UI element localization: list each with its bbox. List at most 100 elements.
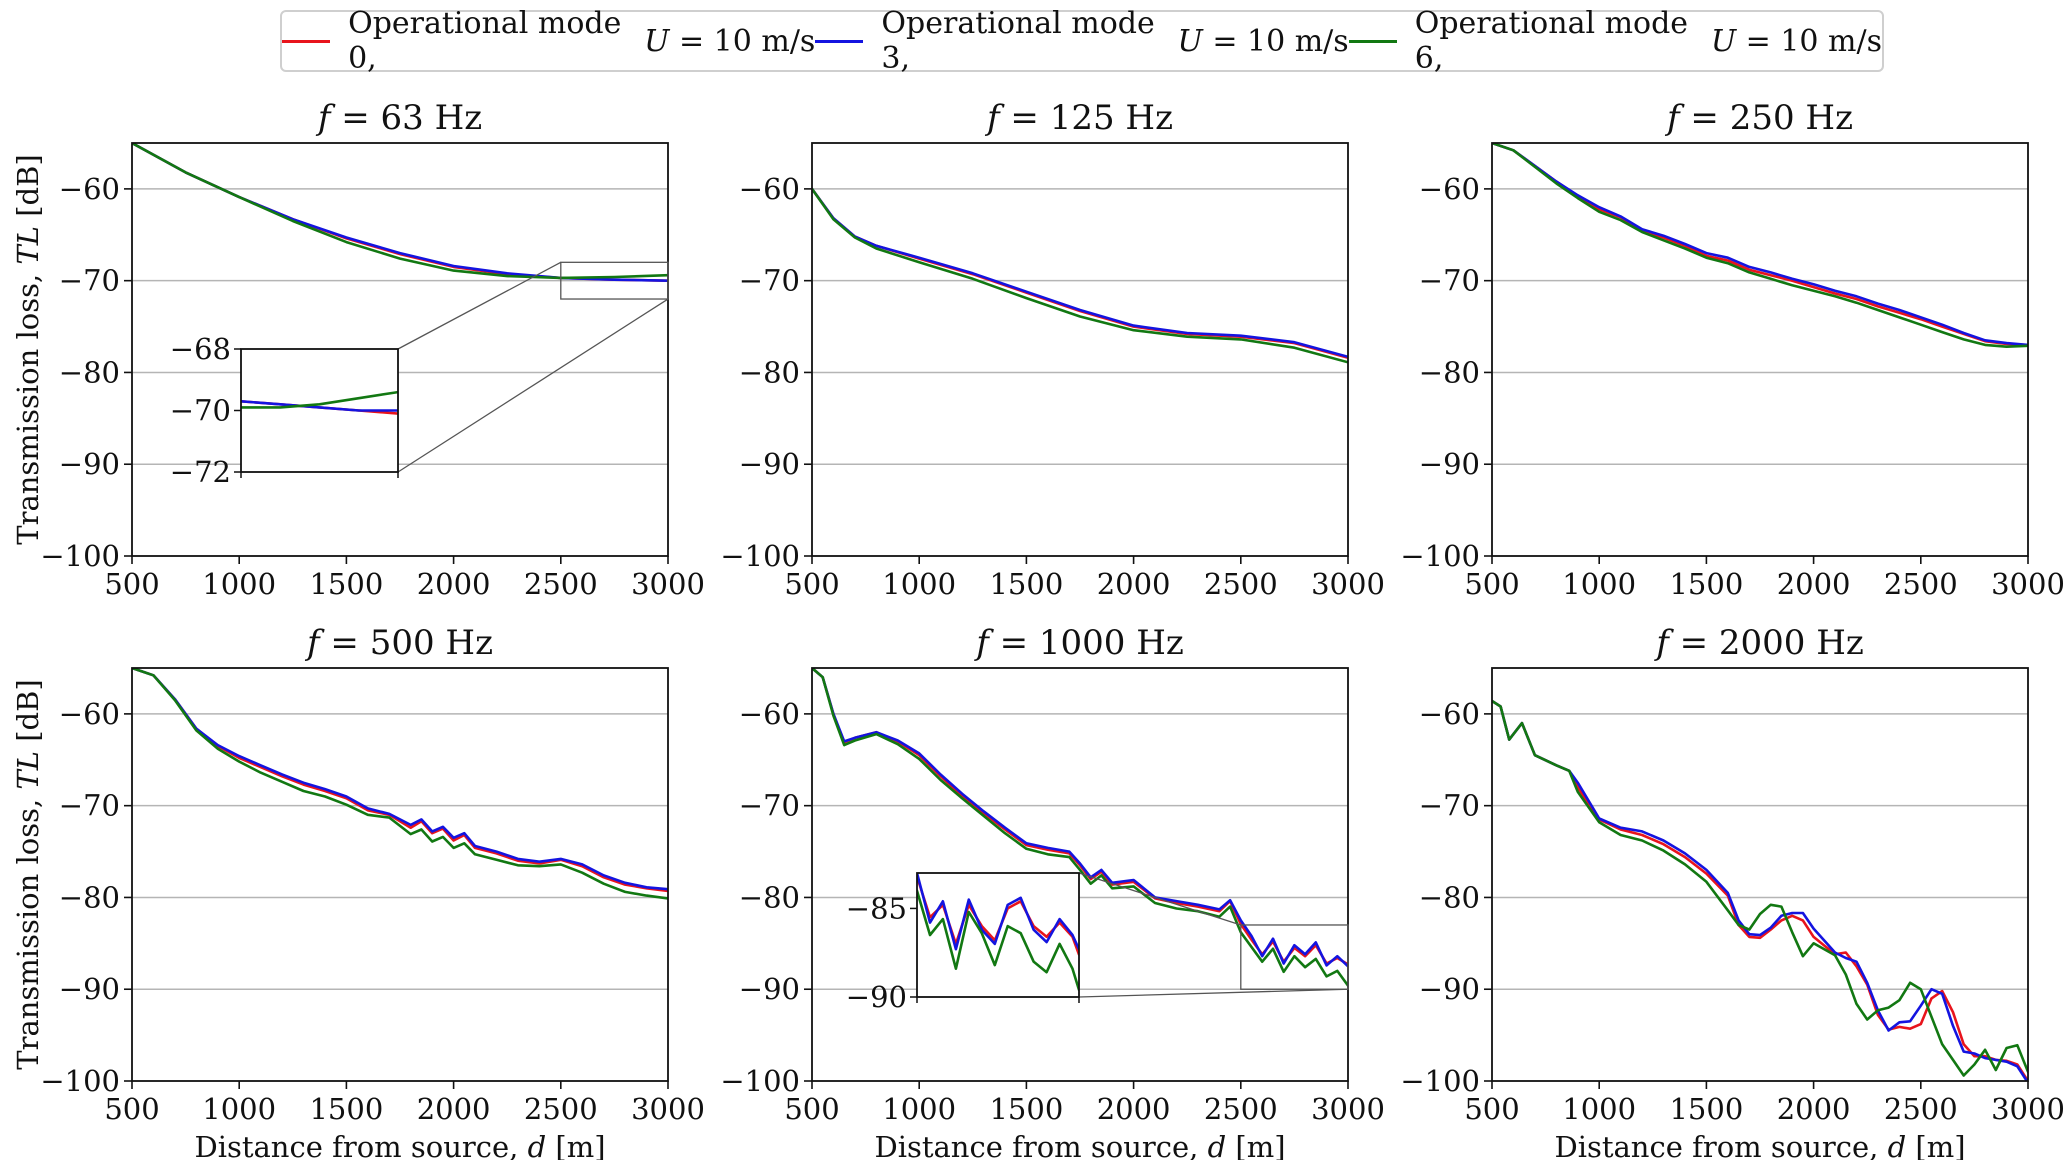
panel-5-zoom-box [1240, 924, 1349, 990]
panel-4-ytick-label: −80 [59, 880, 120, 914]
panel-3-xtick-label: 1000 [1562, 567, 1636, 601]
panel-3-title-value: = 250 Hz [1680, 98, 1853, 138]
panel-6: f = 2000 Hz 500 1000 1500 2000 2500 3000 −60 −70… [1400, 623, 2065, 1160]
panel-5-zoom-connector [1078, 872, 1241, 926]
panel-6-xlabel: Distance from source, d [m] [1554, 1130, 1965, 1160]
legend-swatch-mode-6 [1348, 39, 1397, 43]
panel-5-title: f = 1000 Hz [973, 623, 1184, 663]
panel-3: f = 250 Hz 500 1000 1500 2000 2500 3000 −60 −70 −… [1400, 98, 2065, 601]
legend-u-value-mode-3: = 10 m/s [1202, 23, 1349, 59]
panel-3-line-mode-0 [1492, 143, 2028, 347]
panel-6-xlabel-prefix: Distance from source, [1554, 1130, 1887, 1160]
panel-4-ylabel-unit: [dB] [11, 679, 45, 751]
legend: Operational mode 0, U = 10 m/s Operation… [280, 6, 1884, 76]
panel-1-zoom-connector [397, 261, 562, 350]
panel-2-xtick-label: 2000 [1097, 567, 1171, 601]
panel-3-xtick-label: 500 [1464, 567, 1519, 601]
panel-3-xtick-label: 3000 [1991, 567, 2065, 601]
panel-5-xtick-label: 2000 [1097, 1092, 1171, 1126]
panel-5-inset-line-mode-3 [917, 873, 1079, 951]
legend-u-symbol-mode-3: U [1177, 23, 1203, 59]
panel-4-title: f = 500 Hz [304, 623, 493, 663]
panel-2-xtick-label: 1000 [882, 567, 956, 601]
panel-5-line-mode-6 [812, 668, 1348, 987]
panel-1-xtick-label: 2500 [524, 567, 598, 601]
panel-6-xlabel-unit: [m] [1906, 1130, 1965, 1160]
panel-4-xtick-label: 2500 [524, 1092, 598, 1126]
panel-6-line-mode-0 [1492, 699, 2028, 1081]
panel-1-xtick-label: 2000 [417, 567, 491, 601]
panel-6-ytick-label: −60 [1419, 697, 1480, 731]
panel-3-line-mode-6 [1492, 143, 2028, 349]
panel-5-line-mode-3 [812, 668, 1348, 968]
panel-4-line-mode-0 [132, 668, 668, 893]
panel-6-xtick-label: 1000 [1562, 1092, 1636, 1126]
panel-3-ytick-label: −100 [1400, 539, 1480, 573]
panel-5-ytick-label: −70 [739, 789, 800, 823]
panel-4-xlabel: Distance from source, d [m] [194, 1130, 605, 1160]
panel-6-xtick-label: 2000 [1777, 1092, 1851, 1126]
panel-1-title-value: = 63 Hz [330, 98, 482, 138]
panel-2-ytick-label: −80 [739, 355, 800, 389]
legend-entry-mode-0[interactable]: Operational mode 0, U = 10 m/s [282, 6, 815, 76]
panel-3-xtick-label: 1500 [1669, 567, 1743, 601]
panel-2-ytick-label: −90 [739, 447, 800, 481]
panel-1-inset-ytick-label: −68 [170, 332, 231, 366]
panel-4-xlabel-unit: [m] [546, 1130, 605, 1160]
panel-1-ytick-label: −70 [59, 264, 120, 298]
panel-4-ytick-label: −60 [59, 697, 120, 731]
panel-2-xtick-label: 3000 [1311, 567, 1385, 601]
panel-3-xtick-label: 2000 [1777, 567, 1851, 601]
panel-5-xtick-label: 1500 [989, 1092, 1063, 1126]
panel-2-title-value: = 125 Hz [1000, 98, 1173, 138]
legend-label-mode-6: Operational mode 6, [1414, 6, 1689, 76]
panel-2-xtick-label: 2500 [1204, 567, 1278, 601]
panel-5-zoom-connector [1078, 988, 1349, 998]
panel-6-line-mode-3 [1492, 699, 2028, 1081]
legend-swatch-mode-0 [282, 39, 331, 43]
panel-1-inset-line-mode-6 [241, 390, 398, 409]
panel-2-line-mode-3 [812, 187, 1348, 359]
panel-4-ylabel-prefix: Transmission loss, [11, 790, 45, 1070]
panel-2-title: f = 125 Hz [984, 98, 1173, 138]
panel-1-frame [131, 142, 669, 557]
legend-entry-mode-3[interactable]: Operational mode 3, U = 10 m/s [815, 6, 1349, 76]
panel-5-xtick-label: 1000 [882, 1092, 956, 1126]
panel-6-line-mode-6 [1492, 699, 2028, 1077]
panel-1-inset-ytick-label: −70 [170, 394, 231, 428]
panel-1-title: f = 63 Hz [315, 98, 482, 138]
panel-1-zoom-box [560, 261, 669, 300]
panel-4-line-mode-6 [132, 668, 668, 900]
panel-1-ytick-label: −60 [59, 172, 120, 206]
panel-3-ytick-label: −60 [1419, 172, 1480, 206]
panel-3-title: f = 250 Hz [1664, 98, 1853, 138]
panel-6-xtick-label: 500 [1464, 1092, 1519, 1126]
panel-5-frame [811, 667, 1349, 1082]
panel-4-ytick-label: −70 [59, 789, 120, 823]
panel-4-ylabel-symbol: TL [11, 751, 45, 790]
panel-3-ytick-label: −80 [1419, 355, 1480, 389]
panel-6-ytick-label: −100 [1400, 1064, 1480, 1098]
panel-1-series [132, 143, 668, 283]
panel-5-inset-ytick-label: −85 [846, 891, 907, 925]
panel-1-xtick-label: 1500 [309, 567, 383, 601]
panel-1-ylabel-unit: [dB] [11, 154, 45, 226]
panel-6-frame [1491, 667, 2029, 1082]
panel-3-line-mode-3 [1492, 143, 2028, 347]
panel-5-xlabel-prefix: Distance from source, [874, 1130, 1207, 1160]
legend-entry-mode-6[interactable]: Operational mode 6, U = 10 m/s [1348, 6, 1882, 76]
panel-5-xlabel-unit: [m] [1226, 1130, 1285, 1160]
panel-4-xtick-label: 2000 [417, 1092, 491, 1126]
panel-5-ytick-label: −90 [739, 972, 800, 1006]
panel-4-xtick-label: 1500 [309, 1092, 383, 1126]
legend-swatch-mode-3 [815, 39, 864, 43]
panel-4: f = 500 Hz 500 1000 1500 2000 2500 3000 −60 −70 −… [11, 623, 705, 1160]
panel-1-ytick-label: −90 [59, 447, 120, 481]
panel-4-line-mode-3 [132, 668, 668, 891]
panel-1-inset-ytick-label: −72 [170, 455, 231, 489]
panel-5-xlabel: Distance from source, d [m] [874, 1130, 1285, 1160]
panel-6-series [1492, 699, 2028, 1081]
panel-5-inset-line-mode-6 [917, 889, 1079, 992]
panel-4-xlabel-prefix: Distance from source, [194, 1130, 527, 1160]
panel-1-zoom-connector [397, 298, 669, 473]
